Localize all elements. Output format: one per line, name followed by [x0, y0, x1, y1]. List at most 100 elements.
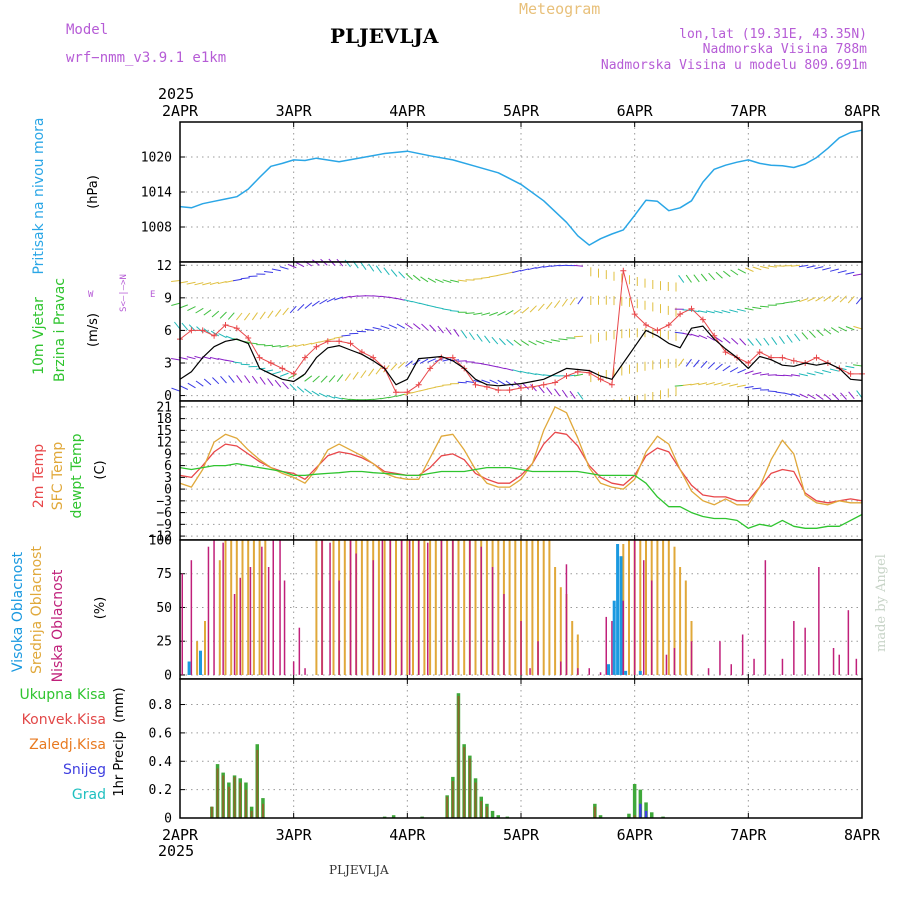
wind-arrow — [318, 392, 328, 398]
low-cloud-bar — [855, 658, 858, 675]
wind-arrow — [398, 271, 406, 279]
wind-arrow — [745, 267, 754, 272]
mid-cloud-bar — [434, 540, 437, 675]
wind-arrow — [537, 303, 545, 312]
wind-arrow — [496, 273, 506, 277]
wind-arrow — [259, 376, 266, 385]
cloud-ytick-label: 100 — [149, 534, 172, 549]
wind-arrow — [233, 278, 243, 282]
wind-arrow — [244, 375, 251, 384]
mid-cloud-bar — [377, 540, 380, 675]
wind-arrow — [546, 387, 553, 395]
x-date-label-bottom: 8APR — [844, 826, 881, 844]
wind-arrow — [488, 364, 498, 368]
wind-arrow — [310, 341, 320, 345]
wind-arrow — [521, 382, 530, 390]
wind-arrow — [396, 323, 406, 329]
wind-arrow — [248, 275, 258, 277]
wind-arrow — [752, 306, 762, 310]
wind-gust-marker — [608, 381, 615, 388]
wind-arrow — [212, 377, 220, 385]
wind-gust-marker — [745, 360, 752, 366]
x-axis-labels-bottom: 2APR 3APR 4APR 5APR 6APR 7APR 8APR — [162, 826, 881, 844]
wind-gust-marker — [199, 327, 206, 334]
mid-cloud-bar — [423, 540, 426, 675]
wind-arrow — [236, 375, 243, 383]
wind-arrow — [569, 297, 576, 306]
mid-cloud-bar — [264, 540, 267, 675]
conv-precip-bar — [468, 758, 471, 818]
wind-axis-title-2: Brzina i Pravac — [52, 278, 68, 382]
wind-arrow — [737, 268, 747, 274]
wind-arrow — [845, 365, 855, 369]
temp-ytick-label: 15 — [156, 424, 172, 439]
wind-ytick-label: 3 — [164, 356, 172, 371]
mid-cloud-bar — [542, 540, 545, 675]
low-cloud-bar — [781, 658, 784, 675]
wind-arrow — [412, 274, 421, 282]
x-date-label-top: 4APR — [389, 102, 426, 120]
mid-cloud-bar — [667, 540, 670, 675]
wind-arrow — [527, 267, 537, 271]
wind-arrow — [752, 266, 762, 271]
wind-gust-marker — [688, 305, 695, 312]
low-cloud-bar — [741, 634, 744, 675]
x-date-label-bottom: 6APR — [617, 826, 654, 844]
pressure-ytick-label: 1014 — [141, 186, 172, 201]
precip-ytick-label: 0.2 — [149, 783, 172, 798]
wind-arrow — [248, 342, 258, 345]
wind-arrow — [481, 312, 491, 316]
mid-cloud-bar — [628, 540, 630, 675]
wind-arrow — [497, 311, 506, 316]
high-cloud-bar — [607, 664, 610, 675]
wind-gust-marker — [211, 332, 218, 339]
wind-arrow — [736, 384, 746, 388]
temp-plot-area — [180, 401, 862, 540]
mid-cloud-bar — [406, 540, 409, 675]
mid-cloud-bar — [343, 540, 346, 675]
mid-cloud-bar — [446, 540, 449, 675]
wind-arrow — [845, 326, 855, 331]
wind-arrow — [481, 379, 491, 384]
wind-arrow — [763, 337, 770, 346]
conv-precip-bar — [480, 801, 483, 818]
wind-arrow — [504, 271, 514, 275]
low-cloud-bar — [261, 546, 263, 675]
wind-gust-marker — [643, 322, 649, 328]
mid-cloud-bar — [673, 546, 676, 675]
wind-arrow — [760, 373, 770, 376]
dewpt-axis-title: dewpt Temp — [69, 433, 85, 518]
mid-cloud-bar — [656, 540, 659, 675]
wind-arrow — [302, 342, 312, 346]
wind-arrow — [364, 398, 374, 401]
pressure-ytick-label: 1020 — [141, 151, 172, 166]
wind-arrow — [288, 373, 297, 379]
wind-arrow — [801, 332, 809, 340]
cloud-unit: (%) — [93, 597, 108, 620]
total-precip-bar — [650, 812, 654, 818]
wind-gust-marker — [347, 340, 354, 347]
wind-arrow — [274, 309, 282, 317]
wind-gust-marker — [233, 325, 240, 332]
wind-arrow — [814, 266, 824, 270]
mid-cloud-bar — [241, 540, 244, 675]
wind-arrow — [550, 339, 560, 342]
wind-arrow — [512, 369, 522, 373]
total-precip-bar — [632, 784, 637, 818]
wind-arrow — [713, 310, 723, 314]
wind-arrow — [705, 382, 715, 386]
wind-arrow — [530, 384, 537, 392]
low-cloud-bar — [730, 664, 732, 675]
wind-arrow — [312, 375, 320, 383]
wind-arrow — [449, 310, 460, 312]
wind-gust-marker — [415, 381, 422, 388]
low-cloud-bar — [389, 540, 391, 675]
wind-arrow — [328, 375, 336, 383]
wind-arrow — [429, 324, 437, 332]
wind-arrow — [489, 379, 499, 385]
wind-arrow — [397, 361, 406, 369]
mid-cloud-bar — [531, 540, 534, 675]
low-cloud-bar — [480, 546, 482, 675]
conv-precip-bar — [262, 803, 264, 818]
wind-arrow — [573, 335, 584, 338]
